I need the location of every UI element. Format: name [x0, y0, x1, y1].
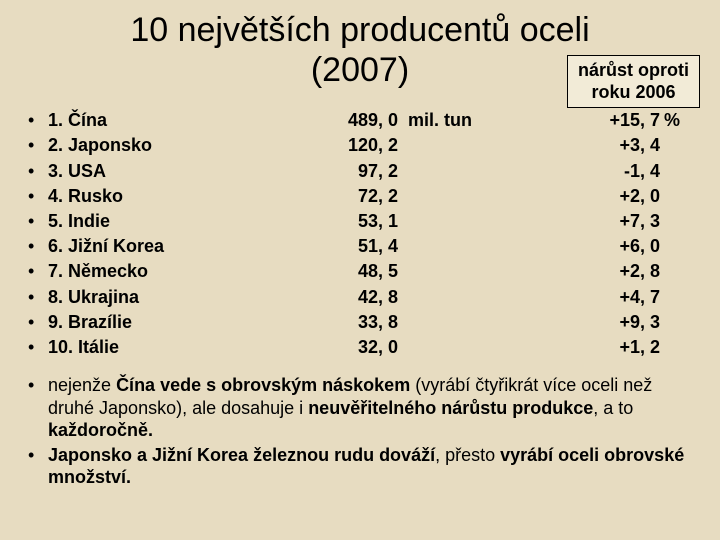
table-row: • 4. Rusko 72, 2 +2, 0 — [28, 184, 692, 209]
badge-line-2: roku 2006 — [591, 82, 675, 102]
table-row: • 6. Jižní Korea 51, 4 +6, 0 — [28, 234, 692, 259]
footnotes: • nejenže Čína vede s obrovským náskokem… — [28, 374, 692, 489]
growth-unit: % — [660, 108, 692, 133]
bullet-icon: • — [28, 259, 48, 284]
growth-cell: +15, 7 — [570, 108, 660, 133]
table-row: • 1. Čína 489, 0 mil. tun +15, 7 % — [28, 108, 692, 133]
note-item: • nejenže Čína vede s obrovským náskokem… — [28, 374, 692, 442]
bullet-icon: • — [28, 133, 48, 158]
bullet-icon: • — [28, 285, 48, 310]
growth-cell: +2, 8 — [570, 259, 660, 284]
bullet-icon: • — [28, 335, 48, 360]
value-cell: 42, 8 — [248, 285, 402, 310]
badge-line-1: nárůst oproti — [578, 60, 689, 80]
table-row: • 2. Japonsko 120, 2 +3, 4 — [28, 133, 692, 158]
title-line-1: 10 největších producentů oceli — [130, 11, 589, 49]
country-cell: 3. USA — [48, 159, 248, 184]
country-cell: 2. Japonsko — [48, 133, 248, 158]
note-span: každoročně. — [48, 420, 153, 440]
value-cell: 32, 0 — [248, 335, 402, 360]
value-cell: 53, 1 — [248, 209, 402, 234]
value-cell: 120, 2 — [248, 133, 402, 158]
country-cell: 1. Čína — [48, 108, 248, 133]
producers-table: • 1. Čína 489, 0 mil. tun +15, 7 % • 2. … — [28, 108, 692, 360]
bullet-icon: • — [28, 234, 48, 259]
country-cell: 5. Indie — [48, 209, 248, 234]
country-cell: 9. Brazílie — [48, 310, 248, 335]
growth-cell: -1, 4 — [570, 159, 660, 184]
bullet-icon: • — [28, 108, 48, 133]
bullet-icon: • — [28, 444, 48, 489]
growth-cell: +4, 7 — [570, 285, 660, 310]
growth-cell: +2, 0 — [570, 184, 660, 209]
table-row: • 9. Brazílie 33, 8 +9, 3 — [28, 310, 692, 335]
growth-cell: +6, 0 — [570, 234, 660, 259]
value-cell: 72, 2 — [248, 184, 402, 209]
table-row: • 7. Německo 48, 5 +2, 8 — [28, 259, 692, 284]
unit-cell: mil. tun — [402, 108, 488, 133]
table-row: • 10. Itálie 32, 0 +1, 2 — [28, 335, 692, 360]
country-cell: 4. Rusko — [48, 184, 248, 209]
value-cell: 489, 0 — [248, 108, 402, 133]
note-text: Japonsko a Jižní Korea železnou rudu dov… — [48, 444, 692, 489]
note-span: nejenže — [48, 375, 116, 395]
table-row: • 3. USA 97, 2 -1, 4 — [28, 159, 692, 184]
value-cell: 48, 5 — [248, 259, 402, 284]
growth-cell: +9, 3 — [570, 310, 660, 335]
note-span: , přesto — [435, 445, 500, 465]
growth-badge: nárůst oproti roku 2006 — [567, 55, 700, 108]
country-cell: 7. Německo — [48, 259, 248, 284]
country-cell: 6. Jižní Korea — [48, 234, 248, 259]
note-span: Čína vede s obrovským náskokem — [116, 375, 410, 395]
table-row: • 5. Indie 53, 1 +7, 3 — [28, 209, 692, 234]
growth-cell: +3, 4 — [570, 133, 660, 158]
table-row: • 8. Ukrajina 42, 8 +4, 7 — [28, 285, 692, 310]
value-cell: 97, 2 — [248, 159, 402, 184]
note-item: • Japonsko a Jižní Korea železnou rudu d… — [28, 444, 692, 489]
bullet-icon: • — [28, 209, 48, 234]
value-cell: 51, 4 — [248, 234, 402, 259]
bullet-icon: • — [28, 310, 48, 335]
bullet-icon: • — [28, 374, 48, 442]
country-cell: 10. Itálie — [48, 335, 248, 360]
note-text: nejenže Čína vede s obrovským náskokem (… — [48, 374, 692, 442]
title-line-2: (2007) — [311, 51, 409, 89]
growth-cell: +1, 2 — [570, 335, 660, 360]
note-span: neuvěřitelného nárůstu produkce — [308, 398, 593, 418]
note-span: , a to — [593, 398, 633, 418]
bullet-icon: • — [28, 184, 48, 209]
bullet-icon: • — [28, 159, 48, 184]
value-cell: 33, 8 — [248, 310, 402, 335]
country-cell: 8. Ukrajina — [48, 285, 248, 310]
note-span: Japonsko a Jižní Korea železnou rudu dov… — [48, 445, 435, 465]
growth-cell: +7, 3 — [570, 209, 660, 234]
